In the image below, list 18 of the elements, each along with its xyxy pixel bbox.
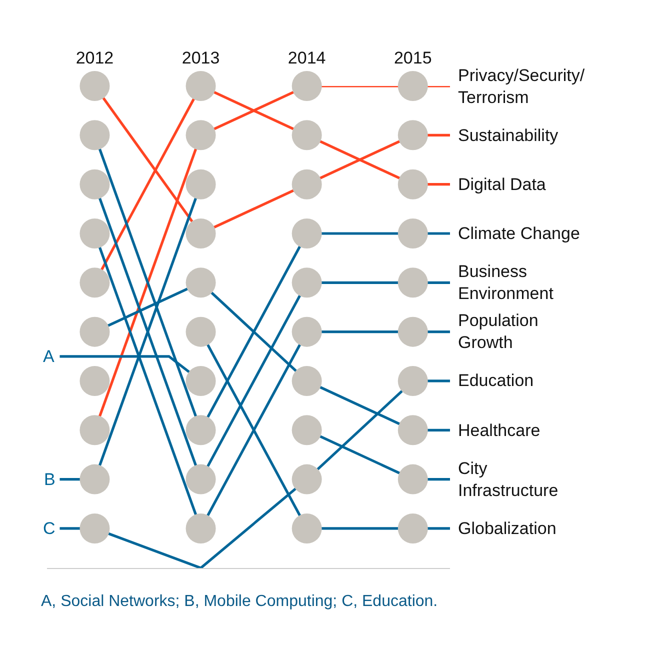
series-label: Climate Change: [458, 224, 580, 243]
x-tick-label: 2012: [76, 48, 114, 68]
series-label: C: [43, 519, 56, 538]
series-label: B: [44, 470, 56, 489]
series-label: Education: [458, 371, 534, 390]
series-label: Digital Data: [458, 175, 546, 194]
series-label: A: [43, 347, 55, 366]
text: A, Social Networks; B, Mobile Computing; C, Education.: [41, 593, 438, 610]
series-label: Business Environment: [458, 262, 554, 304]
series-label: Privacy/Security/ Terrorism: [458, 66, 585, 108]
series-label: City Infrastructure: [458, 459, 558, 500]
series-label: Sustainability: [458, 126, 559, 145]
series-label: Globalization: [458, 519, 556, 538]
x-tick-label: 2015: [394, 48, 432, 68]
series-label: Healthcare: [458, 421, 540, 440]
x-tick-label: 2014: [288, 48, 326, 68]
x-tick-label: 2013: [182, 48, 220, 68]
series-label: Population Growth: [458, 311, 538, 352]
